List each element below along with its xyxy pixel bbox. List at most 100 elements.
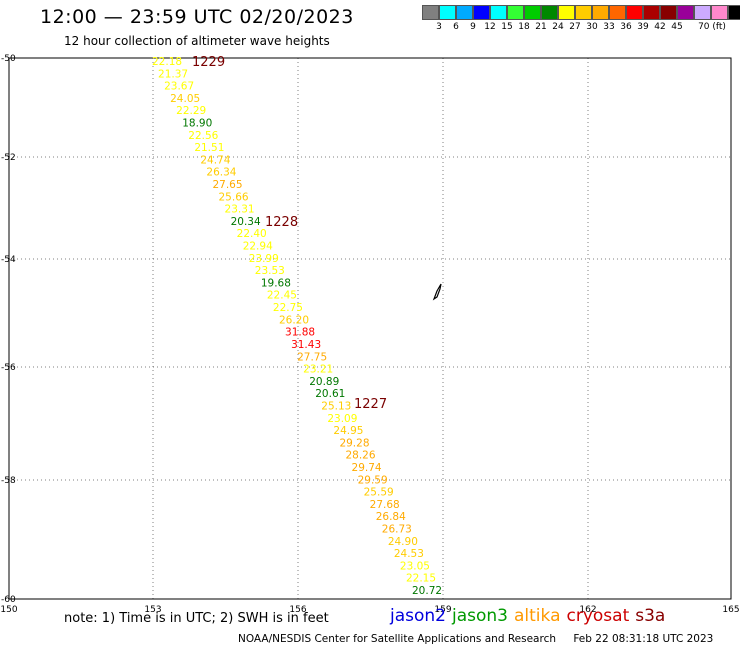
- legend-swatch: [694, 5, 711, 20]
- lat-label: -54: [1, 255, 16, 265]
- swh-value: 26.73: [382, 523, 412, 535]
- satellite-name: jason2: [390, 606, 446, 626]
- legend-swatch: [507, 5, 524, 20]
- swh-value: 24.05: [170, 93, 200, 105]
- page-subtitle: 12 hour collection of altimeter wave hei…: [64, 34, 330, 48]
- legend-label: 27: [569, 22, 581, 32]
- satellite-name: cryosat: [566, 606, 630, 626]
- swh-value: 24.74: [200, 154, 230, 166]
- legend-swatch: [541, 5, 558, 20]
- map-frame: [8, 57, 732, 600]
- swh-value: 22.15: [406, 573, 436, 585]
- legend-swatch: [626, 5, 643, 20]
- swh-value: 20.89: [309, 376, 339, 388]
- legend-label: 18: [518, 22, 530, 32]
- swh-value: 22.56: [188, 130, 218, 142]
- legend-label: 15: [501, 22, 513, 32]
- swh-value: 23.67: [164, 81, 194, 93]
- swh-value: 25.66: [219, 191, 249, 203]
- time-label: 1227: [354, 397, 387, 412]
- credit-timestamp: Feb 22 08:31:18 UTC 2023: [573, 633, 714, 645]
- swh-value: 31.43: [291, 339, 321, 351]
- lon-label: 150: [0, 605, 17, 615]
- swh-value: 22.18: [152, 56, 182, 68]
- lon-label: 159: [434, 605, 451, 615]
- footer-note: note: 1) Time is in UTC; 2) SWH is in fe…: [64, 611, 329, 626]
- credit-line: NOAA/NESDIS Center for Satellite Applica…: [238, 633, 713, 645]
- legend-swatch: [609, 5, 626, 20]
- swh-value: 21.37: [158, 68, 188, 80]
- legend-swatch: [490, 5, 507, 20]
- swh-value: 24.53: [394, 548, 424, 560]
- satellite-name: s3a: [635, 606, 666, 626]
- swh-value: 20.72: [412, 585, 442, 597]
- legend-label: 33: [603, 22, 615, 32]
- swh-value: 24.90: [388, 536, 418, 548]
- swh-value: 22.75: [273, 302, 303, 314]
- legend-label: 21: [535, 22, 547, 32]
- lon-label: 156: [289, 605, 306, 615]
- swh-value: 29.28: [339, 437, 369, 449]
- legend-label: 3: [436, 22, 442, 32]
- swh-value: 18.90: [182, 118, 212, 130]
- legend-swatch: [524, 5, 541, 20]
- lat-label: -56: [1, 363, 16, 373]
- legend-swatch: [456, 5, 473, 20]
- swh-value: 23.31: [225, 204, 255, 216]
- swh-value: 24.95: [333, 425, 363, 437]
- swh-value: 26.20: [279, 314, 309, 326]
- swh-value: 23.05: [400, 560, 430, 572]
- lat-label: -60: [1, 595, 16, 605]
- satellite-legend: jason2 jason3 altika cryosat s3a: [390, 606, 671, 626]
- legend-swatch: [728, 5, 740, 20]
- swh-value: 27.65: [212, 179, 242, 191]
- swh-value: 31.88: [285, 327, 315, 339]
- legend-color-bar: [422, 5, 740, 20]
- swh-value: 21.51: [194, 142, 224, 154]
- lon-label: 165: [722, 605, 739, 615]
- swh-value: 27.68: [370, 499, 400, 511]
- legend-label: 12: [484, 22, 496, 32]
- swh-value: 29.59: [358, 474, 388, 486]
- swh-value: 26.34: [206, 167, 236, 179]
- legend-swatch: [660, 5, 677, 20]
- swh-value: 27.75: [297, 351, 327, 363]
- legend-label: 39: [637, 22, 649, 32]
- legend-swatch: [422, 5, 439, 20]
- satellite-name: jason3: [452, 606, 508, 626]
- swh-value: 20.34: [231, 216, 261, 228]
- swh-value: 29.74: [352, 462, 382, 474]
- swh-value: 22.94: [243, 241, 273, 253]
- swh-value: 22.29: [176, 105, 206, 117]
- time-label: 1228: [265, 215, 298, 230]
- legend-label: 42: [654, 22, 666, 32]
- lat-label: -50: [1, 54, 16, 64]
- legend-label: 6: [453, 22, 459, 32]
- time-label: 1229: [192, 55, 225, 70]
- swh-track: 22.1821.3723.6724.0522.2918.9022.5621.51…: [152, 56, 442, 597]
- legend-swatch: [439, 5, 456, 20]
- swh-value: 25.59: [364, 487, 394, 499]
- lon-label: 162: [579, 605, 596, 615]
- legend-labels: 3 6 9 12 15 18 21 24 27 30 33 36 39 42 45 70 (ft): [422, 20, 740, 34]
- legend-swatch: [558, 5, 575, 20]
- legend-swatch: [575, 5, 592, 20]
- satellite-name: altika: [514, 606, 561, 626]
- legend-swatch: [592, 5, 609, 20]
- legend-swatch: [643, 5, 660, 20]
- lat-label: -58: [1, 476, 16, 486]
- legend-swatch: [677, 5, 694, 20]
- swh-value: 23.99: [249, 253, 279, 265]
- swh-value: 19.68: [261, 277, 291, 289]
- legend-label: 24: [552, 22, 564, 32]
- credit-text: NOAA/NESDIS Center for Satellite Applica…: [238, 633, 556, 645]
- legend-label: 30: [586, 22, 598, 32]
- lat-lon-grid: [8, 57, 732, 600]
- legend-label: 45: [671, 22, 683, 32]
- legend-label: 9: [470, 22, 476, 32]
- lat-label: -52: [1, 153, 16, 163]
- swh-value: 23.53: [255, 265, 285, 277]
- latitude-labels: -50 -52 -54 -56 -58 -60: [1, 54, 16, 605]
- swh-value: 23.21: [303, 364, 333, 376]
- swh-value: 26.84: [376, 511, 406, 523]
